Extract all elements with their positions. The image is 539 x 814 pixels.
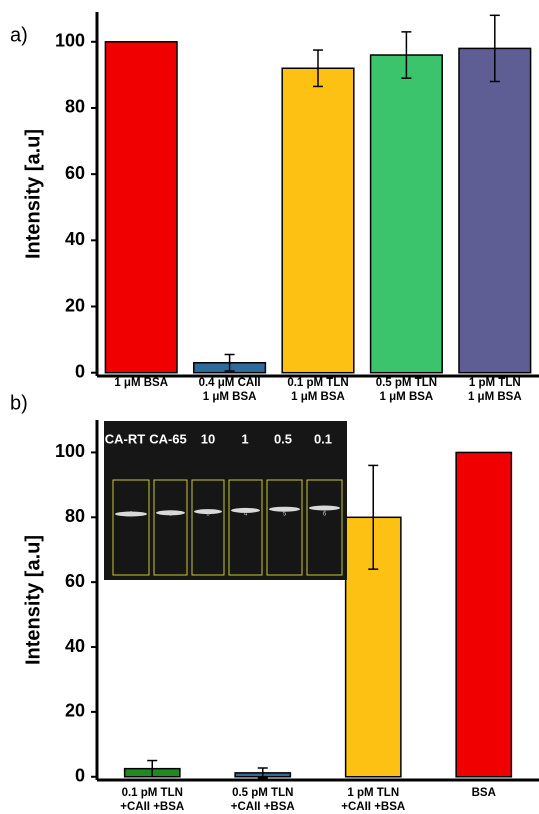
panel-label: a) — [10, 24, 28, 46]
y-tick-label: 60 — [65, 163, 85, 183]
lane-number: 5 — [283, 512, 287, 518]
lane-box — [266, 479, 303, 576]
y-axis-title: Intensity [a.u] — [22, 535, 44, 665]
bar — [455, 451, 513, 778]
x-tick-label: 0.1 pM TLN — [122, 787, 183, 799]
band — [115, 511, 147, 517]
inset-label: 1 — [241, 431, 248, 446]
lane-box — [191, 479, 225, 576]
x-tick-label: 0.1 pM TLN — [287, 377, 348, 389]
y-tick-label: 100 — [55, 31, 85, 51]
lane-box — [228, 479, 263, 576]
lane-box — [112, 479, 150, 576]
y-tick-label: 60 — [65, 571, 85, 591]
y-tick-label: 20 — [65, 295, 85, 315]
band — [269, 506, 300, 512]
x-tick-label: 1 pM TLN — [469, 377, 521, 389]
x-tick-label: 1 μM BSA — [468, 391, 522, 403]
x-tick-label: 0.5 pM TLN — [232, 787, 293, 799]
band — [309, 505, 340, 511]
y-tick-label: 80 — [65, 506, 85, 526]
x-tick-label: +CAII +BSA — [341, 801, 405, 813]
y-axis-title: Intensity [a.u] — [22, 129, 44, 259]
y-tick-label: 0 — [75, 361, 85, 381]
lane-box — [306, 479, 343, 576]
lane-number: 3 — [206, 512, 210, 518]
lane-box — [153, 479, 188, 576]
x-tick-label: 0.4 μM CAII — [199, 377, 261, 389]
panel-label: b) — [10, 392, 28, 414]
y-tick-label: 0 — [75, 766, 85, 786]
lane-number: 4 — [244, 512, 248, 518]
lane-number: 6 — [323, 512, 327, 518]
y-tick-label: 80 — [65, 97, 85, 117]
x-tick-label: 1 μM BSA — [203, 391, 257, 403]
y-tick-label: 40 — [65, 229, 85, 249]
inset-label: CA-RT — [105, 431, 145, 446]
inset-label: 0.1 — [314, 431, 332, 446]
bar — [281, 67, 355, 374]
x-tick-label: 0.5 pM TLN — [376, 377, 437, 389]
x-tick-label: 1 μM BSA — [380, 391, 434, 403]
inset-label: 10 — [201, 431, 215, 446]
inset-label: 0.5 — [274, 431, 292, 446]
lane-number: 1 — [129, 512, 133, 518]
x-tick-label: +CAII +BSA — [231, 801, 295, 813]
band — [156, 510, 185, 516]
y-tick-label: 40 — [65, 636, 85, 656]
bar — [104, 41, 178, 374]
bar — [458, 47, 532, 374]
y-tick-label: 100 — [55, 441, 85, 461]
x-tick-label: +CAII +BSA — [120, 801, 184, 813]
lane-number: 2 — [169, 512, 173, 518]
band — [194, 509, 222, 515]
x-tick-label: BSA — [472, 787, 496, 799]
band — [231, 507, 260, 513]
inset-label: CA-65 — [149, 431, 187, 446]
x-tick-label: 1 μM BSA — [114, 377, 168, 389]
x-tick-label: 1 pM TLN — [347, 787, 399, 799]
bar — [369, 54, 443, 374]
y-tick-label: 20 — [65, 701, 85, 721]
x-tick-label: 1 μM BSA — [291, 391, 345, 403]
